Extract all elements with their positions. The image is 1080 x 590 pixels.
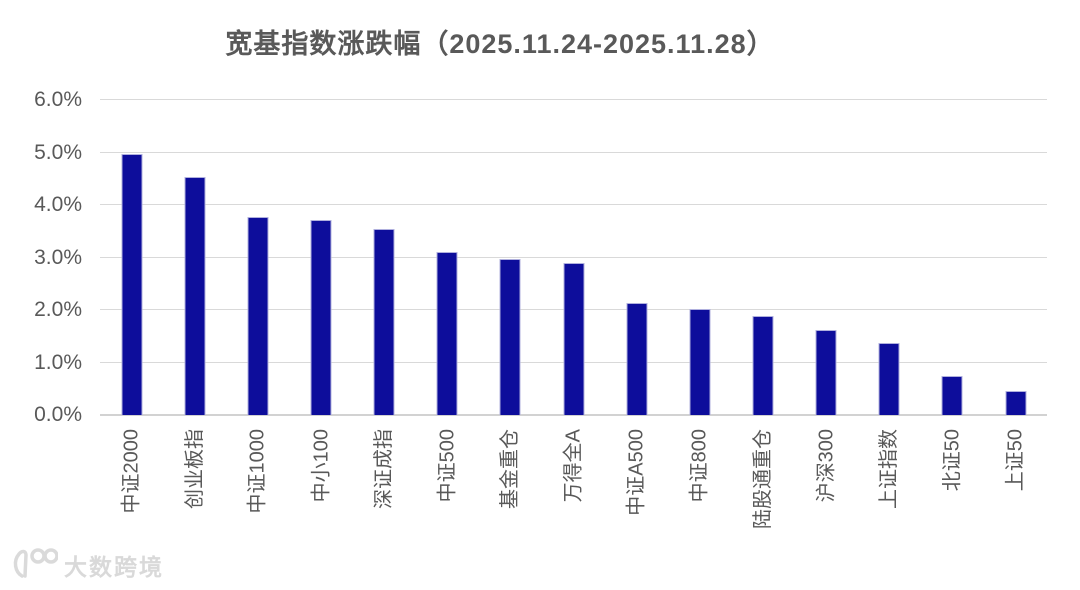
bar <box>373 228 395 415</box>
bar <box>1005 390 1027 415</box>
bar-slot <box>795 100 858 415</box>
bar <box>941 375 963 415</box>
x-tick-label: 中小100 <box>310 429 332 503</box>
x-tick-label: 上证指数 <box>878 429 901 509</box>
bar-slot <box>163 100 226 415</box>
bar <box>436 251 458 415</box>
x-label-slot: 创业板指 <box>163 423 226 583</box>
bar-slot <box>100 100 163 415</box>
plot-area <box>100 99 1047 416</box>
bars <box>100 100 1047 415</box>
x-label-slot: 中证800 <box>668 423 731 583</box>
x-label-slot: 上证50 <box>984 423 1047 583</box>
y-axis: 0.0% 1.0% 2.0% 3.0% 4.0% 5.0% 6.0% <box>0 0 88 590</box>
x-tick-label: 中证500 <box>436 429 459 503</box>
x-label-slot: 中证A500 <box>605 423 668 583</box>
bar-slot <box>353 100 416 415</box>
x-tick-label: 基金重仓 <box>499 429 522 509</box>
bar-slot <box>289 100 352 415</box>
bar <box>626 302 648 415</box>
x-label-slot: 上证指数 <box>858 423 921 583</box>
x-tick-label: 中证800 <box>688 429 711 503</box>
bar <box>689 308 711 415</box>
x-label-slot: 深证成指 <box>353 423 416 583</box>
x-label-slot: 中证1000 <box>226 423 289 583</box>
bar <box>247 217 269 415</box>
bar <box>310 219 332 415</box>
bar-slot <box>542 100 605 415</box>
bar-slot <box>226 100 289 415</box>
x-label-slot: 北证50 <box>921 423 984 583</box>
bar <box>121 154 143 415</box>
bar-slot <box>921 100 984 415</box>
gridline <box>100 204 1047 206</box>
x-tick-label: 创业板指 <box>183 429 206 509</box>
bar-slot <box>731 100 794 415</box>
bar-slot <box>605 100 668 415</box>
x-label-slot: 万得全A <box>542 423 605 583</box>
dashukuajing-logo-icon <box>10 545 59 584</box>
x-tick-label: 中证2000 <box>120 429 143 514</box>
x-tick-label: 深证成指 <box>373 429 396 509</box>
bar <box>563 263 585 415</box>
bar-slot <box>858 100 921 415</box>
x-label-slot: 中小100 <box>289 423 352 583</box>
bar <box>752 315 774 415</box>
bar-slot <box>479 100 542 415</box>
x-tick-label: 陆股通重仓 <box>751 429 774 529</box>
x-label-slot: 基金重仓 <box>479 423 542 583</box>
y-tick-label: 3.0% <box>34 245 82 269</box>
bar-slot <box>416 100 479 415</box>
y-tick-label: 0.0% <box>34 403 82 426</box>
x-tick-label: 中证A500 <box>625 429 648 516</box>
x-label-slot: 陆股通重仓 <box>731 423 794 583</box>
x-axis: 中证2000 创业板指 中证1000 中小100 深证成指 中证500 基金重仓 万得全A 中证… <box>100 423 1047 583</box>
gridline <box>100 151 1047 153</box>
bar <box>184 177 206 415</box>
x-tick-label: 万得全A <box>562 429 585 503</box>
gridline <box>100 256 1047 258</box>
y-tick-label: 1.0% <box>34 350 82 374</box>
x-tick-label: 上证50 <box>1004 429 1027 492</box>
bar <box>878 343 900 415</box>
gridline <box>100 99 1047 100</box>
y-tick-label: 6.0% <box>34 88 82 111</box>
bar <box>815 330 837 415</box>
watermark: 大数跨境 <box>10 545 164 584</box>
x-tick-label: 沪深300 <box>815 429 838 503</box>
bar <box>499 259 521 415</box>
chart-title: 宽基指数涨跌幅（2025.11.24-2025.11.28） <box>225 29 775 59</box>
x-tick-label: 北证50 <box>941 429 964 492</box>
bar-slot <box>668 100 731 415</box>
x-tick-label: 中证1000 <box>246 429 269 514</box>
x-label-slot: 沪深300 <box>795 423 858 583</box>
bar-slot <box>984 100 1047 415</box>
x-label-slot: 中证500 <box>416 423 479 583</box>
y-tick-label: 5.0% <box>34 140 82 164</box>
watermark-label: 大数跨境 <box>64 553 164 580</box>
gridline <box>100 414 1047 416</box>
y-tick-label: 2.0% <box>34 298 82 321</box>
y-tick-label: 4.0% <box>34 193 82 216</box>
